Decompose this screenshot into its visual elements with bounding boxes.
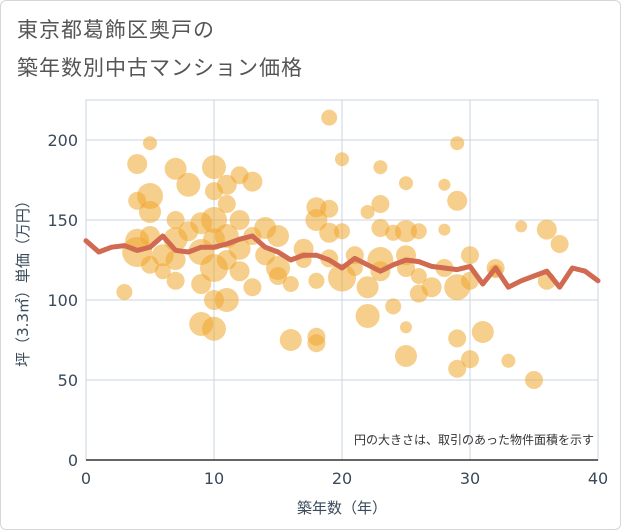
data-bubble xyxy=(399,176,413,191)
data-bubble xyxy=(438,178,451,191)
average-price-line xyxy=(83,233,601,290)
data-bubble xyxy=(217,195,236,213)
data-bubble xyxy=(164,157,187,180)
data-bubble xyxy=(229,210,250,230)
data-bubble xyxy=(447,190,468,211)
data-bubble xyxy=(127,154,148,174)
data-bubble xyxy=(214,288,239,312)
data-bubble xyxy=(461,350,479,369)
data-bubble xyxy=(550,235,569,253)
data-bubble xyxy=(400,321,412,334)
data-bubble xyxy=(243,278,262,297)
data-bubble xyxy=(305,209,328,231)
data-bubble xyxy=(282,276,299,292)
x-tick-label: 40 xyxy=(588,469,608,488)
data-bubble xyxy=(308,272,325,289)
data-bubble xyxy=(202,316,226,341)
data-bubble xyxy=(501,353,516,368)
data-bubble xyxy=(385,298,402,315)
y-tick-label: 0 xyxy=(68,451,78,470)
data-bubble xyxy=(360,205,375,219)
chart-title-line-1: 東京都葛飾区奥戸の xyxy=(17,18,215,42)
tick-labels: 0 10 20 30 40 0 50 100 150 200 xyxy=(47,131,608,488)
data-bubble xyxy=(461,246,479,265)
data-bubble xyxy=(371,195,390,213)
data-bubble xyxy=(395,220,417,243)
x-tick-label: 20 xyxy=(332,469,352,488)
data-bubble xyxy=(448,329,467,348)
data-bubble xyxy=(321,109,338,126)
data-bubble xyxy=(395,345,417,367)
data-bubble xyxy=(410,223,427,240)
y-axis-title: 坪（3.3㎡）単価（万円） xyxy=(14,193,32,367)
data-bubble xyxy=(229,261,250,282)
data-bubble xyxy=(356,276,379,299)
x-axis-title: 築年数（年） xyxy=(297,499,387,517)
x-tick-label: 0 xyxy=(81,469,91,488)
data-bubble xyxy=(176,172,201,197)
data-bubble xyxy=(371,219,390,237)
x-tick-label: 30 xyxy=(460,469,480,488)
data-bubble xyxy=(143,136,157,151)
data-bubble xyxy=(269,267,287,285)
data-bubble xyxy=(165,250,186,270)
data-bubble xyxy=(267,225,289,247)
data-bubble xyxy=(202,155,226,180)
data-bubble xyxy=(536,219,557,240)
data-bubble xyxy=(279,329,302,351)
y-tick-label: 150 xyxy=(47,211,78,230)
chart-title: 東京都葛飾区奥戸の 築年数別中古マンション価格 xyxy=(17,11,303,87)
data-bubble xyxy=(373,160,388,175)
x-tick-label: 10 xyxy=(204,469,224,488)
data-bubble xyxy=(438,223,451,236)
data-bubble xyxy=(448,359,467,378)
data-bubble xyxy=(320,199,339,218)
data-bubble xyxy=(216,174,237,195)
y-tick-label: 200 xyxy=(47,131,78,150)
data-bubble xyxy=(307,334,326,353)
data-bubble xyxy=(242,171,263,192)
data-bubble xyxy=(355,304,380,328)
y-tick-label: 50 xyxy=(58,371,78,390)
data-bubble xyxy=(139,201,161,223)
data-bubble xyxy=(450,136,465,151)
data-bubble xyxy=(166,271,185,290)
data-bubble xyxy=(334,223,350,240)
data-bubble xyxy=(154,263,171,280)
data-bubble xyxy=(137,183,163,209)
data-bubble xyxy=(515,220,528,233)
data-bubble xyxy=(335,152,349,167)
data-bubble xyxy=(116,284,133,300)
bubble-size-note: 円の大きさは、取引のあった物件面積を示す xyxy=(354,432,594,447)
data-bubble xyxy=(421,277,442,298)
data-bubble xyxy=(410,268,427,284)
chart-title-line-2: 築年数別中古マンション価格 xyxy=(17,56,303,80)
y-tick-label: 100 xyxy=(47,291,78,310)
data-bubble xyxy=(166,211,185,229)
data-bubble xyxy=(319,222,340,243)
data-bubble xyxy=(471,321,494,343)
data-bubble xyxy=(525,371,543,389)
